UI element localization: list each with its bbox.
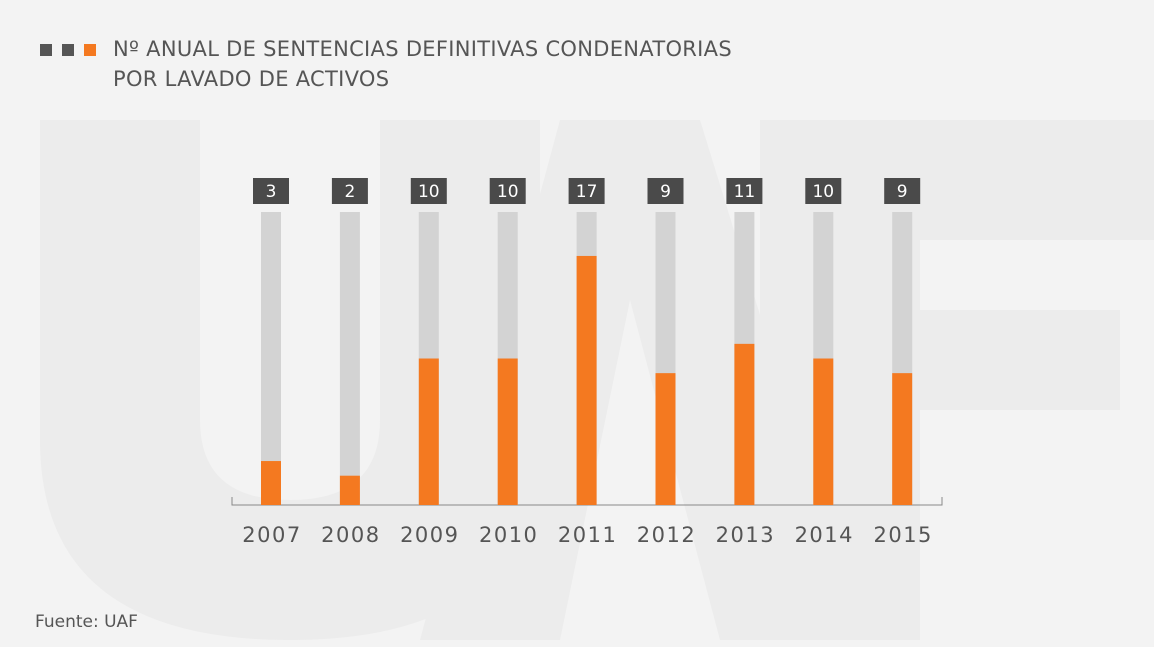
bar (892, 373, 913, 505)
bar-track (261, 212, 281, 505)
x-tick-label: 2011 (558, 523, 617, 547)
value-label: 9 (897, 182, 908, 202)
value-label: 9 (660, 182, 671, 202)
x-tick-label: 2010 (479, 523, 538, 547)
value-label-box (647, 178, 684, 204)
bar (261, 461, 281, 505)
watermark (40, 120, 1154, 640)
x-tick-label: 2009 (400, 523, 459, 547)
value-label-box (253, 178, 289, 204)
value-label: 10 (418, 182, 440, 202)
x-tick-label: 2008 (321, 523, 380, 547)
chart-title: POR LAVADO DE ACTIVOS (113, 67, 389, 91)
bar (497, 358, 518, 505)
bar (655, 373, 676, 505)
value-label-box (331, 178, 368, 204)
value-label-box (489, 178, 526, 204)
bar (813, 358, 834, 505)
x-tick-label: 2014 (795, 523, 854, 547)
chart-title: Nº ANUAL DE SENTENCIAS DEFINITIVAS CONDE… (113, 37, 732, 61)
bar-track (339, 212, 360, 505)
bar (339, 475, 360, 505)
legend-square (40, 44, 52, 56)
value-label: 3 (266, 182, 277, 202)
value-label-box (805, 178, 842, 204)
value-label: 10 (812, 182, 834, 202)
bar (576, 255, 597, 505)
legend-square (84, 44, 96, 56)
value-label-box (410, 178, 447, 204)
value-label: 17 (576, 182, 598, 202)
x-tick-label: 2007 (242, 523, 301, 547)
value-label: 11 (734, 182, 756, 202)
x-tick-label: 2012 (637, 523, 696, 547)
value-label-box (568, 178, 605, 204)
bar (734, 343, 755, 505)
x-tick-label: 2015 (873, 523, 932, 547)
x-tick-label: 2013 (716, 523, 775, 547)
value-label: 10 (497, 182, 519, 202)
value-label-box (884, 178, 921, 204)
value-label-box (726, 178, 763, 204)
source: Fuente: UAF (35, 612, 138, 632)
value-label: 2 (344, 182, 355, 202)
bar (418, 358, 439, 505)
legend-square (62, 44, 74, 56)
